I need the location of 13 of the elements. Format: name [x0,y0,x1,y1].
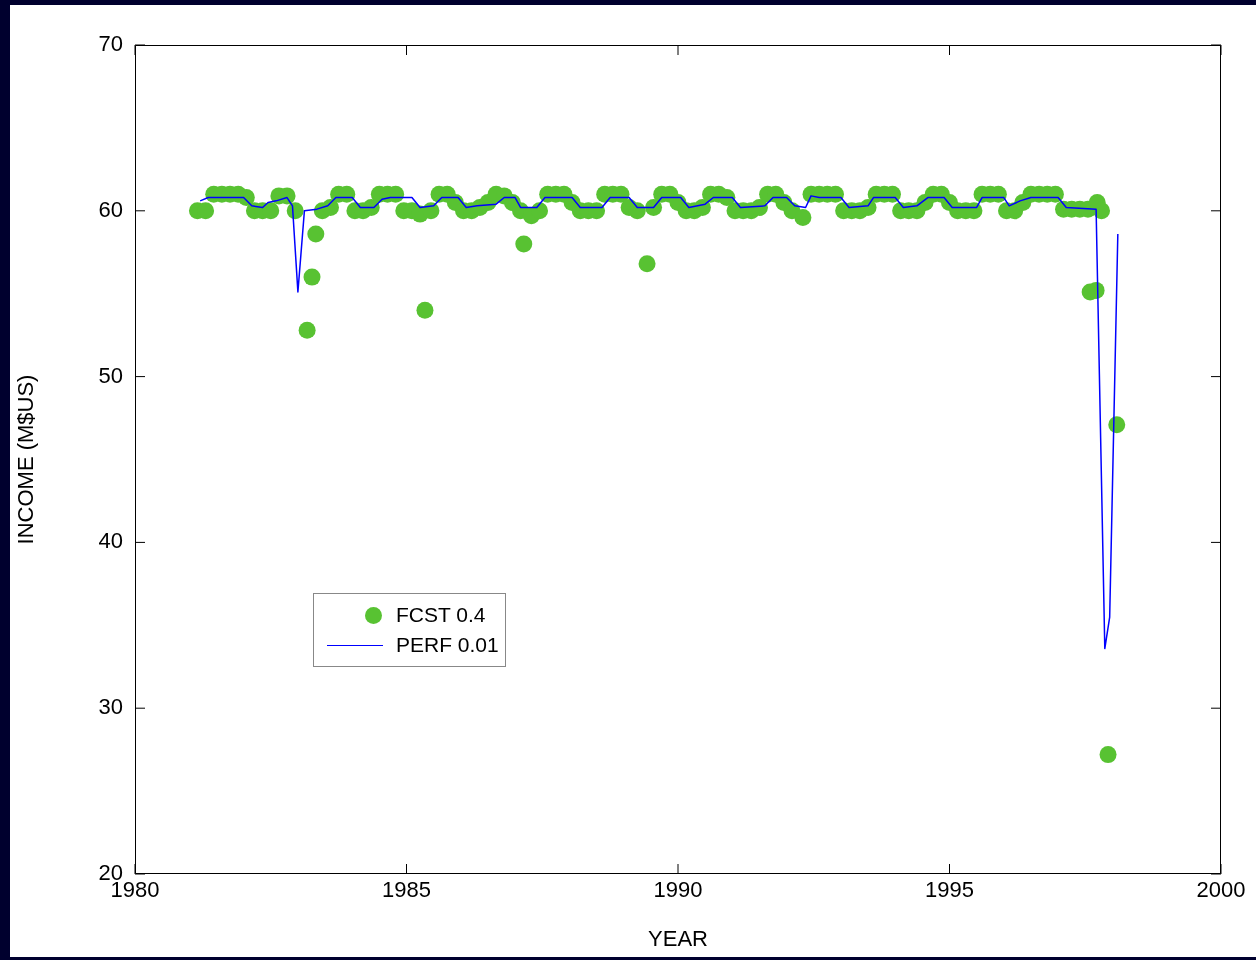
x-axis-title: YEAR [648,925,708,951]
legend-label: FCST 0.4 [396,603,486,627]
x-tick-label: 1995 [925,877,974,903]
y-tick-label: 30 [98,694,123,720]
legend-label: PERF 0.01 [396,633,499,657]
x-tick-label: 1985 [382,877,431,903]
y-tick-label: 60 [98,196,123,222]
y-tick-label: 70 [98,31,123,57]
y-axis-title: INCOME (M$US) [13,374,39,545]
x-tick-label: 1990 [653,877,703,903]
y-tick-label: 40 [98,528,123,554]
x-tick-label: 2000 [1196,877,1246,903]
y-tick-label: 50 [98,362,123,388]
